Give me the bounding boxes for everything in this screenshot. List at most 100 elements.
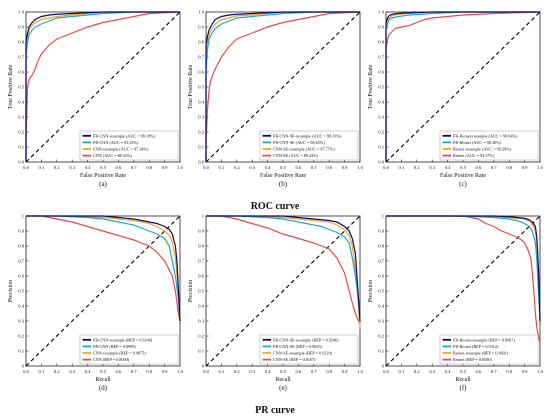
- x-tick-label: 0.9: [162, 369, 168, 374]
- x-tick-label: 0.7: [131, 165, 137, 170]
- diagonal-reference-line: [385, 215, 541, 367]
- y-tick-label: 0.3: [198, 319, 204, 324]
- y-tick-label: 1: [22, 214, 25, 219]
- series-line: [25, 11, 180, 162]
- x-tick-label: 1.0: [357, 165, 363, 170]
- y-tick-label: 0.2: [18, 130, 24, 135]
- y-axis-label: Precision: [188, 280, 194, 302]
- diagonal-reference-line: [25, 11, 181, 163]
- x-tick-label: 0.9: [342, 369, 348, 374]
- legend-label: Resnet (AUC = 94.37%): [453, 153, 495, 158]
- series-line: [386, 215, 541, 322]
- y-tick-label: 0.3: [198, 115, 204, 120]
- legend-label: FR-CNN (AUC = 93.33%): [93, 140, 139, 145]
- legend-label: CNN-SE (AUC = 89.43%): [273, 153, 319, 158]
- series-line: [26, 215, 181, 322]
- y-axis-label: True Positive Rate: [8, 64, 14, 109]
- series-line: [385, 11, 540, 162]
- x-tick-label: 0.0: [203, 369, 209, 374]
- x-tick-label: 0.3: [69, 165, 75, 170]
- legend-box: [259, 334, 359, 365]
- y-tick-label: 0.0: [18, 160, 24, 165]
- series-line: [205, 11, 361, 162]
- legend-box: [439, 130, 539, 161]
- y-tick-label: 0.3: [18, 115, 24, 120]
- y-tick-label: 0.4: [378, 100, 384, 105]
- series-line: [386, 215, 541, 322]
- legend-label: Resnet (BEP = 0.8500): [453, 357, 492, 362]
- y-tick-label: 1.0: [18, 10, 24, 15]
- y-tick-label: 0.3: [18, 319, 24, 324]
- legend-label: FR-CNN-SE-resample (AUC = 98.33%): [273, 133, 342, 138]
- x-tick-label: 0.3: [429, 369, 435, 374]
- y-tick-label: 0.4: [378, 304, 384, 309]
- legend-label: CNN (BEP = 0.8000): [93, 357, 130, 362]
- legend-label: CNN-resample (AUC = 97.34%): [93, 147, 149, 152]
- series-line: [205, 11, 360, 162]
- x-tick-label: 0.6: [296, 369, 302, 374]
- legend-label: CNN-resample (BEP = 0.9075): [93, 351, 146, 356]
- y-axis-label: True Positive Rate: [368, 64, 374, 109]
- legend-label: FR-Resnet-resample (AUC = 99.64%): [453, 133, 518, 138]
- series-line: [25, 11, 181, 162]
- y-tick-label: 0.9: [198, 25, 204, 30]
- y-tick-label: 0.2: [198, 334, 204, 339]
- y-tick-label: 0.1: [378, 145, 384, 150]
- series-line: [206, 215, 361, 322]
- x-tick-label: 0.4: [445, 369, 451, 374]
- panel-tag: (f): [460, 384, 468, 392]
- x-tick-label: 0.7: [491, 369, 497, 374]
- x-axis-label: Recall: [455, 377, 471, 383]
- series-line: [26, 215, 181, 322]
- x-tick-label: 1.0: [177, 369, 183, 374]
- x-tick-label: 0.8: [326, 369, 332, 374]
- x-tick-label: 0.3: [249, 369, 255, 374]
- x-tick-label: 0.2: [414, 369, 420, 374]
- y-tick-label: 0.1: [378, 349, 384, 354]
- x-tick-label: 0.5: [100, 165, 106, 170]
- y-tick-label: 0.7: [198, 259, 204, 264]
- x-tick-label: 0.2: [54, 369, 60, 374]
- y-tick-label: 0.3: [378, 115, 384, 120]
- x-tick-label: 0.9: [342, 165, 348, 170]
- legend-label: CNN-SE (BEP = 0.8167): [273, 357, 316, 362]
- diagonal-reference-line: [205, 215, 361, 367]
- x-tick-label: 0.8: [146, 369, 152, 374]
- series-line: [385, 11, 540, 162]
- x-tick-label: 0.9: [522, 165, 528, 170]
- y-axis-label: Precision: [368, 280, 374, 302]
- y-tick-label: 0.0: [378, 160, 384, 165]
- x-tick-label: 0.8: [326, 165, 332, 170]
- legend-label: FR-CNN-SE (AUC = 96.65%): [273, 140, 325, 145]
- y-tick-label: 0.1: [198, 145, 204, 150]
- series-line: [26, 215, 181, 322]
- y-tick-label: 0.7: [378, 55, 384, 60]
- x-tick-label: 0.7: [311, 165, 317, 170]
- x-tick-label: 0.5: [460, 369, 466, 374]
- x-tick-label: 0.4: [445, 165, 451, 170]
- x-axis-label: False Positive Rate: [80, 173, 126, 179]
- y-tick-label: 0.6: [198, 70, 204, 75]
- y-tick-label: 0.5: [378, 85, 384, 90]
- y-tick-label: 0.3: [378, 319, 384, 324]
- x-tick-label: 0.6: [116, 165, 122, 170]
- x-axis-label: False Positive Rate: [440, 173, 486, 179]
- x-tick-label: 1.0: [177, 165, 183, 170]
- y-tick-label: 1.0: [378, 10, 384, 15]
- diagonal-reference-line: [205, 11, 361, 163]
- legend-label: FR-CNN-SE (BEP = 0.9035): [273, 344, 323, 349]
- legend-label: FR-Resnet (BEP = 0.9312): [453, 344, 499, 349]
- y-tick-label: 0.4: [198, 304, 204, 309]
- series-line: [206, 215, 361, 329]
- y-tick-label: 0.2: [378, 334, 384, 339]
- y-tick-label: 0.9: [18, 25, 24, 30]
- y-tick-label: 0.1: [198, 349, 204, 354]
- x-axis-label: Recall: [95, 377, 111, 383]
- x-tick-label: 0.4: [85, 369, 91, 374]
- series-line: [386, 215, 541, 344]
- chart-panels: 0.0 0.1 0.2 0.3 0.4 0.5 0.6 0.7 0.8 0.9 1.0 0.0 0.1 0…: [8, 10, 544, 392]
- x-tick-label: 0.8: [146, 165, 152, 170]
- x-tick-label: 0.1: [399, 165, 405, 170]
- series-line: [25, 11, 180, 162]
- x-tick-label: 0.0: [23, 165, 29, 170]
